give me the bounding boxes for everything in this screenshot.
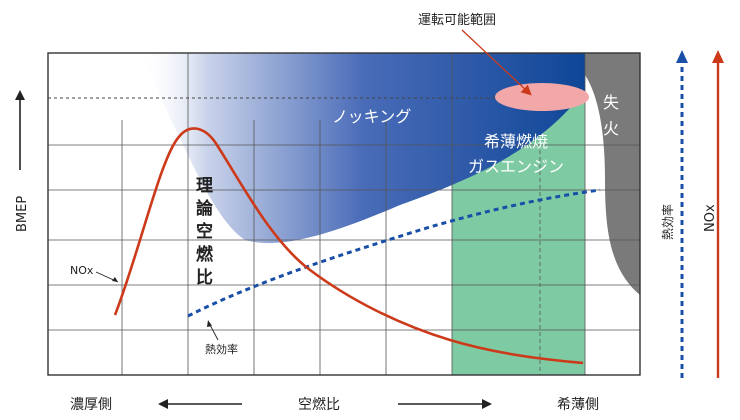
efficiency-curve-label: 熱効率 <box>205 342 238 356</box>
knocking-label: ノッキング <box>332 107 411 126</box>
stoich-char: 論 <box>196 198 214 219</box>
efficiency-pointer-head <box>207 320 212 327</box>
grid <box>48 53 640 375</box>
x-axis-right-arrowhead <box>482 399 492 409</box>
x-axis-center-label: 空燃比 <box>298 396 340 413</box>
right-efficiency-arrowhead <box>676 50 688 63</box>
misfire-label-line1: 失 <box>603 93 619 112</box>
plot-frame <box>47 52 641 376</box>
misfire-region <box>585 53 640 295</box>
stoich-char: 比 <box>196 267 213 288</box>
x-axis-left-arrowhead <box>158 399 168 409</box>
efficiency-curve <box>187 188 601 318</box>
right-efficiency-label: 熱効率 <box>660 204 675 240</box>
operating-range-pointer <box>461 29 532 96</box>
lean-engine-label-line1: 希薄燃焼 <box>484 132 548 151</box>
y-axis-label: BMEP <box>15 196 30 232</box>
stoich-char: 燃 <box>196 244 214 265</box>
y-axis-arrowhead <box>15 90 25 100</box>
lean-engine-label-line2: ガスエンジン <box>468 157 564 176</box>
stoich-label: 理 論 空 燃 比 <box>196 176 214 288</box>
nox-curve <box>113 127 584 365</box>
nox-curve-label: NOx <box>70 264 94 277</box>
x-axis-left-label: 濃厚側 <box>70 397 112 413</box>
knocking-region <box>140 53 585 244</box>
right-nox-arrowhead <box>712 50 724 63</box>
right-nox-label: NOx <box>703 204 718 232</box>
operating-range-label: 運転可能範囲 <box>418 13 496 28</box>
nox-pointer-head <box>112 277 118 282</box>
misfire-label-line2: 火 <box>603 119 619 138</box>
stoich-char: 空 <box>196 221 213 242</box>
stoich-char: 理 <box>196 176 213 196</box>
operating-range-ellipse <box>495 83 589 111</box>
x-axis-right-label: 希薄側 <box>557 397 599 413</box>
